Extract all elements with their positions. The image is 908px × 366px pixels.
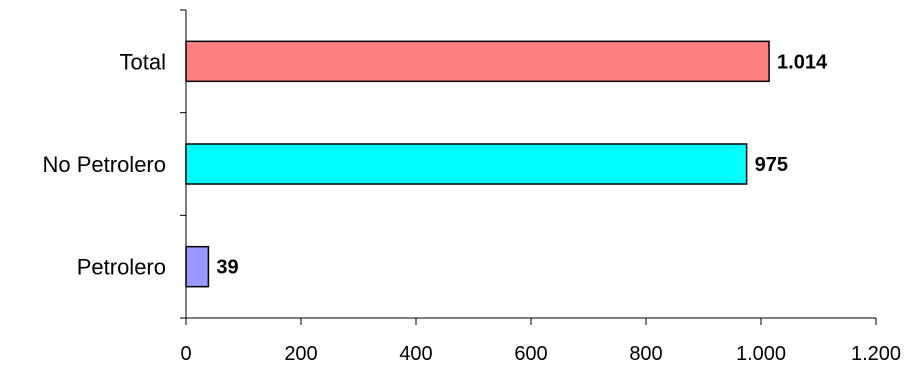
bar-no-petrolero <box>185 143 748 185</box>
data-label: 1.014 <box>777 51 828 73</box>
x-tick-label: 800 <box>629 343 662 365</box>
bar-total <box>185 40 770 83</box>
data-label: 975 <box>755 154 788 176</box>
axes: 0 200 400 600 800 1.000 1.200 <box>180 9 901 365</box>
bars <box>185 40 770 288</box>
x-tick-label: 200 <box>284 343 317 365</box>
data-label: 39 <box>216 257 238 279</box>
bar-petrolero <box>185 245 210 288</box>
x-tick-label: 1.200 <box>851 343 901 365</box>
labels: Total 1.014 No Petrolero 975 Petrolero 39 <box>42 49 827 279</box>
category-label: Petrolero <box>77 255 166 280</box>
category-label: Total <box>120 49 166 74</box>
category-label: No Petrolero <box>42 152 166 177</box>
x-tick-label: 400 <box>399 343 432 365</box>
x-tick-label: 0 <box>180 343 191 365</box>
x-tick-label: 1.000 <box>736 343 786 365</box>
x-tick-label: 600 <box>514 343 547 365</box>
